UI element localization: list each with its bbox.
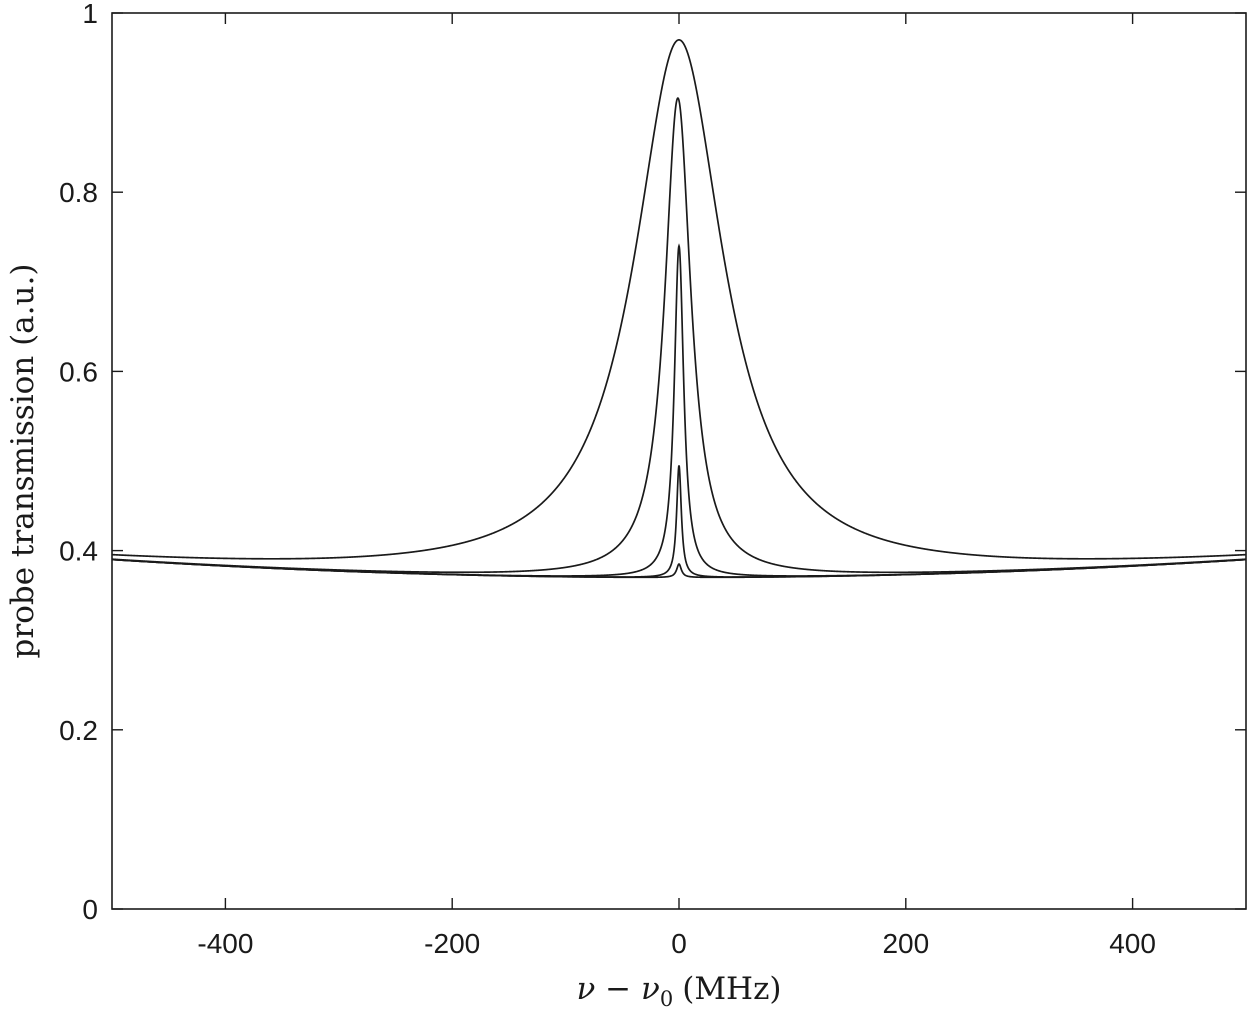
y-tick-label: 0.4: [59, 536, 98, 567]
series-line-2: [111, 97, 1247, 574]
series-line-3: [111, 243, 1247, 577]
y-tick-label: 0.6: [59, 356, 98, 387]
y-axis-title: probe transmission (a.u.): [5, 264, 41, 659]
y-tick-label: 0: [82, 894, 98, 925]
series-line-1: [111, 39, 1247, 560]
x-axis-title-subscript: 0: [660, 987, 673, 1009]
axis-tick-labels: -400 -200 0 200 400 0 0.2 0.4 0.6 0.8 1: [59, 0, 1156, 959]
x-tick-label: 400: [1109, 928, 1156, 959]
x-tick-label: 200: [882, 928, 929, 959]
x-axis-title-unit: (MHz): [682, 971, 781, 1007]
series-lines: [111, 39, 1247, 579]
x-tick-label: 0: [671, 928, 687, 959]
x-tick-label: -400: [197, 928, 253, 959]
y-tick-label: 1: [82, 0, 98, 29]
y-tick-label: 0.2: [59, 715, 98, 746]
axis-ticks: [112, 12, 1246, 910]
x-axis-title: ν − ν0 (MHz): [576, 971, 781, 1009]
x-axis-title-main: ν − ν: [576, 971, 660, 1007]
y-tick-label: 0.8: [59, 177, 98, 208]
series-line-4: [111, 465, 1247, 578]
x-tick-label: -200: [424, 928, 480, 959]
series-line-5: [111, 558, 1247, 579]
plot-frame: [111, 12, 1247, 910]
